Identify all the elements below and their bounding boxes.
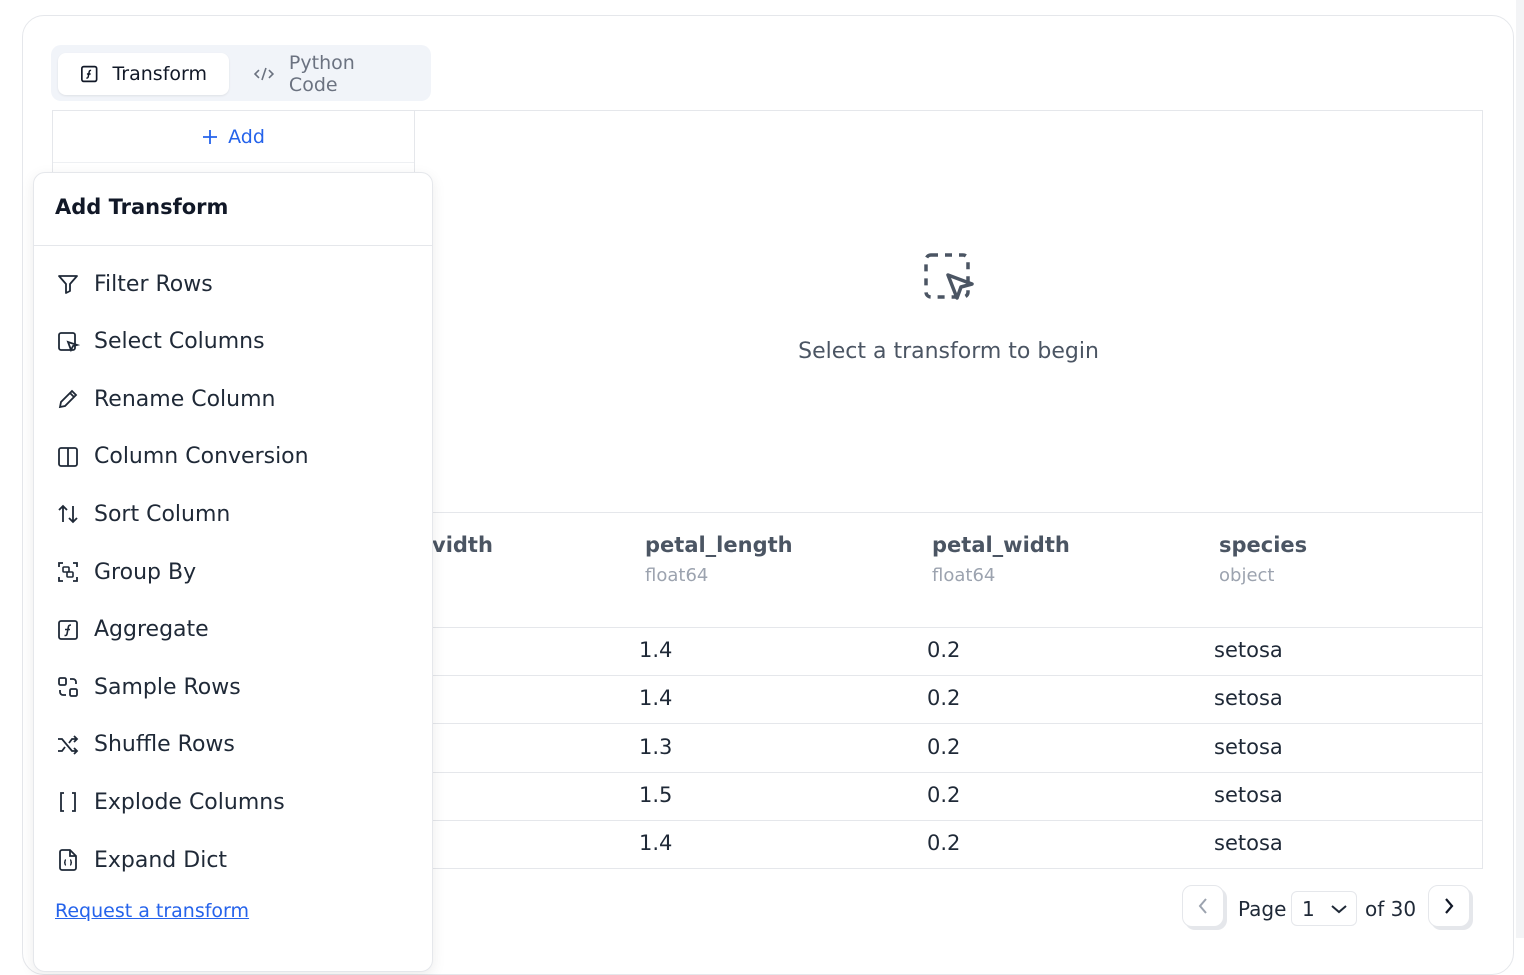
table-cell: 1.4 bbox=[639, 831, 673, 856]
menu-item-aggregate[interactable]: Aggregate bbox=[56, 613, 209, 647]
dropdown-title: Add Transform bbox=[34, 173, 432, 246]
menu-item-label: Explode Columns bbox=[94, 789, 285, 815]
add-transform-button[interactable]: Add bbox=[53, 111, 414, 163]
menu-item-select-columns[interactable]: Select Columns bbox=[56, 325, 265, 359]
function-square-icon bbox=[81, 65, 98, 83]
dashed-select-cursor-icon bbox=[924, 253, 974, 300]
pencil-icon bbox=[58, 389, 78, 409]
table-cell: 0.2 bbox=[927, 782, 961, 807]
menu-item-expand-dict[interactable]: Expand Dict bbox=[56, 843, 227, 877]
menu-item-group-by[interactable]: Group By bbox=[56, 555, 196, 589]
plus-icon bbox=[203, 129, 218, 144]
menu-item-label: Rename Column bbox=[94, 386, 276, 412]
column-header[interactable]: species object bbox=[1219, 533, 1307, 586]
request-transform-link[interactable]: Request a transform bbox=[55, 900, 250, 922]
column-name: vidth bbox=[432, 533, 493, 557]
filter-icon bbox=[58, 275, 78, 294]
column-header[interactable]: petal_width float64 bbox=[932, 533, 1070, 586]
column-header[interactable]: petal_length float64 bbox=[645, 533, 793, 586]
table-row[interactable]: 1.4 0.2 setosa bbox=[414, 628, 1482, 676]
column-type: float64 bbox=[645, 565, 709, 586]
column-type: float64 bbox=[932, 565, 996, 586]
table-row[interactable]: 1.4 0.2 setosa bbox=[414, 676, 1482, 725]
table-cell: 0.2 bbox=[927, 831, 961, 856]
menu-item-label: Column Conversion bbox=[94, 444, 309, 470]
menu-item-label: Select Columns bbox=[94, 329, 265, 355]
menu-item-label: Filter Rows bbox=[94, 271, 213, 297]
table-cell: 0.2 bbox=[927, 638, 961, 662]
next-page-button[interactable] bbox=[1428, 885, 1470, 927]
empty-state-text: Select a transform to begin bbox=[798, 339, 1099, 364]
menu-item-sample-rows[interactable]: Sample Rows bbox=[56, 670, 241, 704]
tab-label: Transform bbox=[112, 63, 207, 85]
current-page: 1 bbox=[1302, 896, 1315, 921]
menu-item-label: Sort Column bbox=[94, 501, 231, 527]
table-cell: setosa bbox=[1214, 831, 1283, 856]
table-row[interactable]: 1.4 0.2 setosa bbox=[414, 821, 1482, 870]
table-row[interactable]: 1.5 0.2 setosa bbox=[414, 773, 1482, 821]
table-cell: 1.4 bbox=[639, 686, 673, 711]
code-icon bbox=[253, 67, 275, 81]
table-cell: setosa bbox=[1214, 734, 1283, 759]
menu-item-filter-rows[interactable]: Filter Rows bbox=[56, 267, 213, 301]
menu-item-label: Sample Rows bbox=[94, 674, 241, 700]
previous-page-button[interactable] bbox=[1182, 885, 1224, 927]
menu-item-label: Shuffle Rows bbox=[94, 732, 235, 758]
brackets-icon bbox=[60, 792, 76, 813]
scrollbar-track[interactable] bbox=[1516, 0, 1524, 938]
function-square-icon bbox=[58, 619, 78, 640]
tab-python-code[interactable]: Python Code bbox=[231, 52, 431, 96]
column-type: object bbox=[1219, 565, 1275, 586]
chevron-right-icon bbox=[1445, 898, 1454, 914]
menu-item-label: Expand Dict bbox=[94, 847, 228, 873]
tab-bar: Transform Python Code bbox=[51, 45, 431, 101]
table-cell: setosa bbox=[1214, 686, 1283, 711]
column-name: petal_width bbox=[932, 533, 1070, 557]
page-count: of 30 bbox=[1365, 897, 1417, 921]
menu-item-shuffle-rows[interactable]: Shuffle Rows bbox=[56, 728, 235, 762]
table-cell: 1.4 bbox=[639, 638, 673, 662]
table-cell: 1.3 bbox=[639, 734, 673, 759]
table-cell: 0.2 bbox=[927, 734, 961, 759]
sample-icon bbox=[58, 677, 78, 698]
add-transform-dropdown: Add Transform Filter Rows Select Columns R… bbox=[33, 172, 433, 972]
table-row[interactable]: 1.3 0.2 setosa bbox=[414, 725, 1482, 773]
menu-item-column-conversion[interactable]: Column Conversion bbox=[56, 440, 309, 474]
menu-item-label: Aggregate bbox=[94, 617, 209, 643]
table-cell: setosa bbox=[1214, 782, 1283, 807]
sort-arrows-icon bbox=[58, 505, 78, 524]
preview-panel: Select a transform to begin vidth petal_… bbox=[414, 110, 1483, 870]
menu-item-rename-column[interactable]: Rename Column bbox=[56, 382, 275, 416]
tab-label: Python Code bbox=[288, 52, 355, 96]
group-icon bbox=[58, 562, 78, 582]
chevron-left-icon bbox=[1198, 898, 1207, 914]
column-name: petal_length bbox=[645, 533, 793, 557]
menu-item-label: Group By bbox=[94, 559, 197, 585]
file-braces-icon bbox=[59, 849, 77, 871]
menu-item-sort-column[interactable]: Sort Column bbox=[56, 497, 230, 531]
table-cell: 0.2 bbox=[927, 686, 961, 711]
page-select[interactable]: 1 bbox=[1291, 891, 1357, 926]
shuffle-icon bbox=[58, 735, 79, 755]
tab-transform[interactable]: Transform bbox=[58, 53, 229, 95]
menu-item-explode-columns[interactable]: Explode Columns bbox=[56, 785, 285, 819]
table-cell: 1.5 bbox=[639, 782, 673, 807]
add-label: Add bbox=[228, 125, 265, 148]
column-name: species bbox=[1219, 533, 1308, 557]
table-cell: setosa bbox=[1214, 638, 1283, 662]
chevron-down-icon bbox=[1331, 904, 1347, 913]
column-header[interactable]: vidth bbox=[432, 533, 493, 557]
select-columns-icon bbox=[58, 331, 80, 352]
page-label: Page bbox=[1238, 897, 1287, 921]
columns-icon bbox=[58, 446, 78, 467]
